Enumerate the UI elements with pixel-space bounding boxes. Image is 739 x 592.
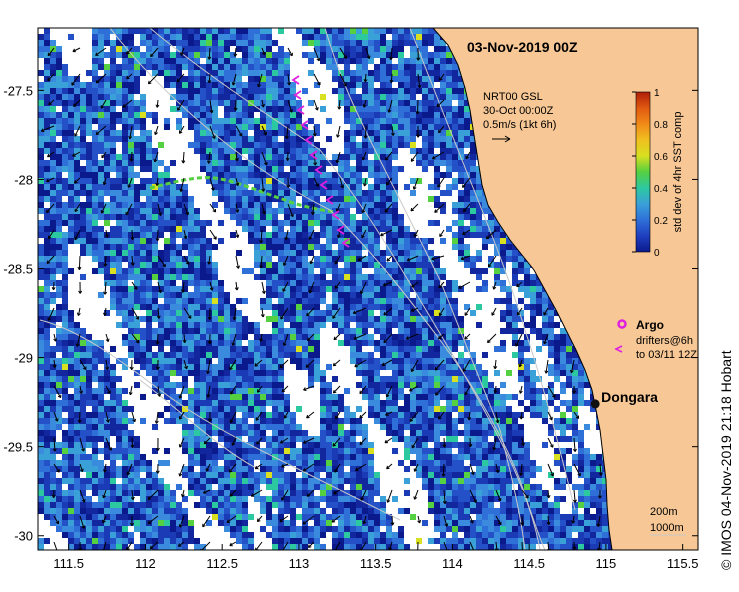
argo-legend-icon bbox=[617, 319, 627, 329]
current-legend-arrow bbox=[492, 135, 511, 143]
sst-field bbox=[38, 28, 620, 550]
y-tick-label: -29 bbox=[14, 351, 33, 366]
dongara-label: Dongara bbox=[601, 389, 658, 405]
x-tick-label: 114.5 bbox=[513, 556, 545, 571]
x-tick-label: 112.5 bbox=[206, 556, 238, 571]
argo-drifter-track bbox=[291, 75, 350, 248]
current-legend-scale: 0.5m/s (1kt 6h) bbox=[483, 119, 556, 131]
isobath-legend-1000m: 1000m bbox=[650, 522, 684, 534]
y-tick-label: -28.5 bbox=[3, 262, 33, 277]
x-tick-label: 115 bbox=[596, 556, 617, 571]
dongara-marker bbox=[590, 399, 600, 409]
y-tick-label: -29.5 bbox=[3, 440, 33, 455]
y-tick-label: -27.5 bbox=[3, 83, 33, 98]
y-tick-label: -28 bbox=[14, 172, 33, 187]
x-tick-label: 112 bbox=[135, 556, 156, 571]
y-axis-ticks: -27.5 -28 -28.5 -29 -29.5 -30 bbox=[3, 83, 698, 544]
drifter-legend-line1: drifters@6h bbox=[636, 335, 693, 347]
drifter-legend-icon bbox=[614, 345, 623, 353]
imos-credit: © IMOS 04-Nov-2019 21:18 Hobart bbox=[718, 350, 734, 570]
map-title: 03-Nov-2019 00Z bbox=[467, 39, 578, 55]
isobath-legend-200m: 200m bbox=[650, 506, 678, 518]
x-tick-label: 113 bbox=[289, 556, 310, 571]
y-tick-label: -30 bbox=[14, 529, 33, 544]
x-tick-label: 115.5 bbox=[667, 556, 699, 571]
x-tick-label: 111.5 bbox=[53, 556, 84, 571]
colorbar-tick-label: 0.6 bbox=[654, 152, 668, 163]
current-legend-model: NRT00 GSL bbox=[483, 91, 543, 103]
colorbar bbox=[635, 91, 651, 253]
colorbar-tick-label: 1 bbox=[654, 88, 660, 99]
colorbar-tick-label: 0.2 bbox=[654, 216, 668, 227]
drifter-legend-line2: to 03/11 12Z bbox=[636, 349, 697, 361]
colorbar-tick-label: 0.8 bbox=[654, 120, 668, 131]
land-mass bbox=[432, 28, 698, 550]
x-tick-label: 114 bbox=[442, 556, 463, 571]
colorbar-tick-label: 0.4 bbox=[654, 184, 668, 195]
colorbar-label: std dev of 4hr SST comp bbox=[672, 112, 684, 233]
x-tick-label: 113.5 bbox=[360, 556, 392, 571]
current-legend-time: 30-Oct 00:00Z bbox=[483, 105, 554, 117]
plot-frame bbox=[37, 27, 699, 551]
colorbar-tick-label: 0 bbox=[654, 248, 660, 259]
argo-legend-label: Argo bbox=[636, 318, 664, 332]
colorbar-ticks: 0 0.2 0.4 0.6 0.8 1 bbox=[632, 88, 668, 259]
x-axis-ticks: 111.5 112 112.5 113 113.5 114 114.5 115 115.5 bbox=[53, 544, 698, 571]
